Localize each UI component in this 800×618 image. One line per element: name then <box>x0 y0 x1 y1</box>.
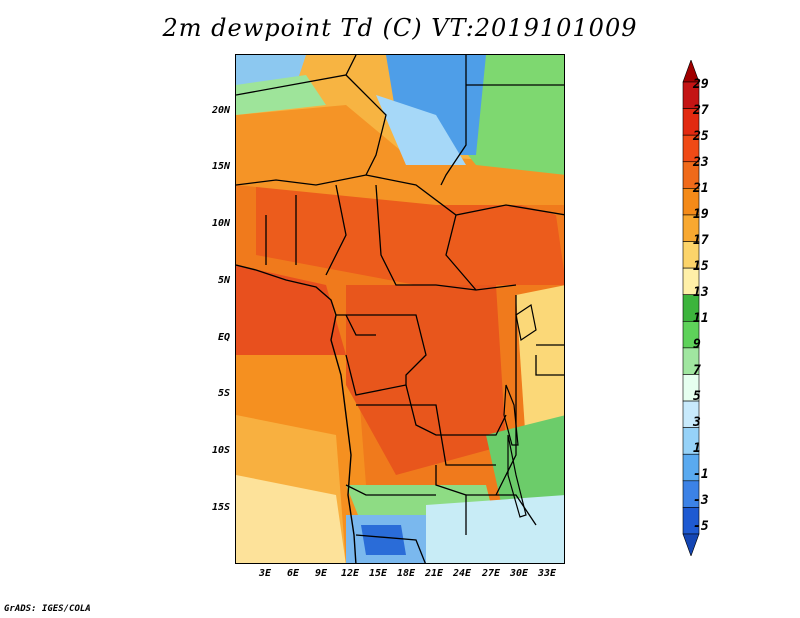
colorbar-label-minus-3: -3 <box>693 493 709 508</box>
coastline <box>236 264 357 563</box>
lat-label-eq: EQ <box>217 332 230 343</box>
lon-label-27e: 27E <box>481 568 501 579</box>
lat-label-15s: 15S <box>211 502 230 513</box>
northwest-green-region <box>236 75 326 115</box>
colorbar-label-1: 1 <box>693 441 701 456</box>
lat-label-5s: 5S <box>217 388 230 399</box>
south-light-blue-region <box>426 495 564 563</box>
colorbar-label-25: 25 <box>693 129 709 144</box>
colorbar-label-7: 7 <box>693 363 701 378</box>
lakes <box>503 304 537 518</box>
colorbar-label-21: 21 <box>693 181 709 196</box>
southwest-light-yellow-region <box>236 475 346 563</box>
lat-label-10n: 10N <box>211 218 230 229</box>
sahel-dark-region <box>256 165 564 285</box>
colorbar <box>682 60 700 556</box>
colorbar-label-29: 29 <box>693 77 709 92</box>
colorbar-bottom-arrow <box>682 533 700 556</box>
colorbar-label-15: 15 <box>693 259 709 274</box>
lon-label-15e: 15E <box>368 568 388 579</box>
lon-label-9e: 9E <box>314 568 328 579</box>
colorbar-label-17: 17 <box>693 233 709 248</box>
colorbar-label-9: 9 <box>693 337 701 352</box>
chart-title: 2m dewpoint Td (C) VT:2019101009 <box>162 14 638 42</box>
lon-label-12e: 12E <box>340 568 360 579</box>
lat-label-5n: 5N <box>217 275 230 286</box>
lat-label-15n: 15N <box>211 161 230 172</box>
congo-basin-dark-region <box>346 285 506 475</box>
lon-label-33e: 33E <box>537 568 557 579</box>
lon-label-3e: 3E <box>258 568 272 579</box>
colorbar-label-19: 19 <box>693 207 709 222</box>
gulf-of-guinea-dark-region <box>236 265 346 355</box>
colorbar-label-11: 11 <box>693 311 709 326</box>
lon-label-21e: 21E <box>424 568 444 579</box>
lat-label-10s: 10S <box>211 445 230 456</box>
colorbar-label-27: 27 <box>693 103 709 118</box>
lon-label-30e: 30E <box>509 568 529 579</box>
colorbar-label-5: 5 <box>693 389 701 404</box>
dewpoint-map <box>235 54 565 564</box>
lon-label-6e: 6E <box>286 568 300 579</box>
colorbar-label-13: 13 <box>693 285 709 300</box>
lat-label-20n: 20N <box>211 105 230 116</box>
credit-text: GrADS: IGES/COLA <box>4 604 91 614</box>
colorbar-label-minus-1: -1 <box>693 467 709 482</box>
east-yellow-region <box>516 285 564 445</box>
lon-label-18e: 18E <box>396 568 416 579</box>
north-orange-band <box>236 105 564 205</box>
angola-dark-blue-region <box>361 525 406 555</box>
lon-label-24e: 24E <box>452 568 472 579</box>
country-borders <box>236 55 564 563</box>
sahara-light-blue-region <box>376 95 466 165</box>
colorbar-label-minus-5: -5 <box>693 519 709 534</box>
colorbar-label-3: 3 <box>693 415 701 430</box>
colorbar-label-23: 23 <box>693 155 709 170</box>
